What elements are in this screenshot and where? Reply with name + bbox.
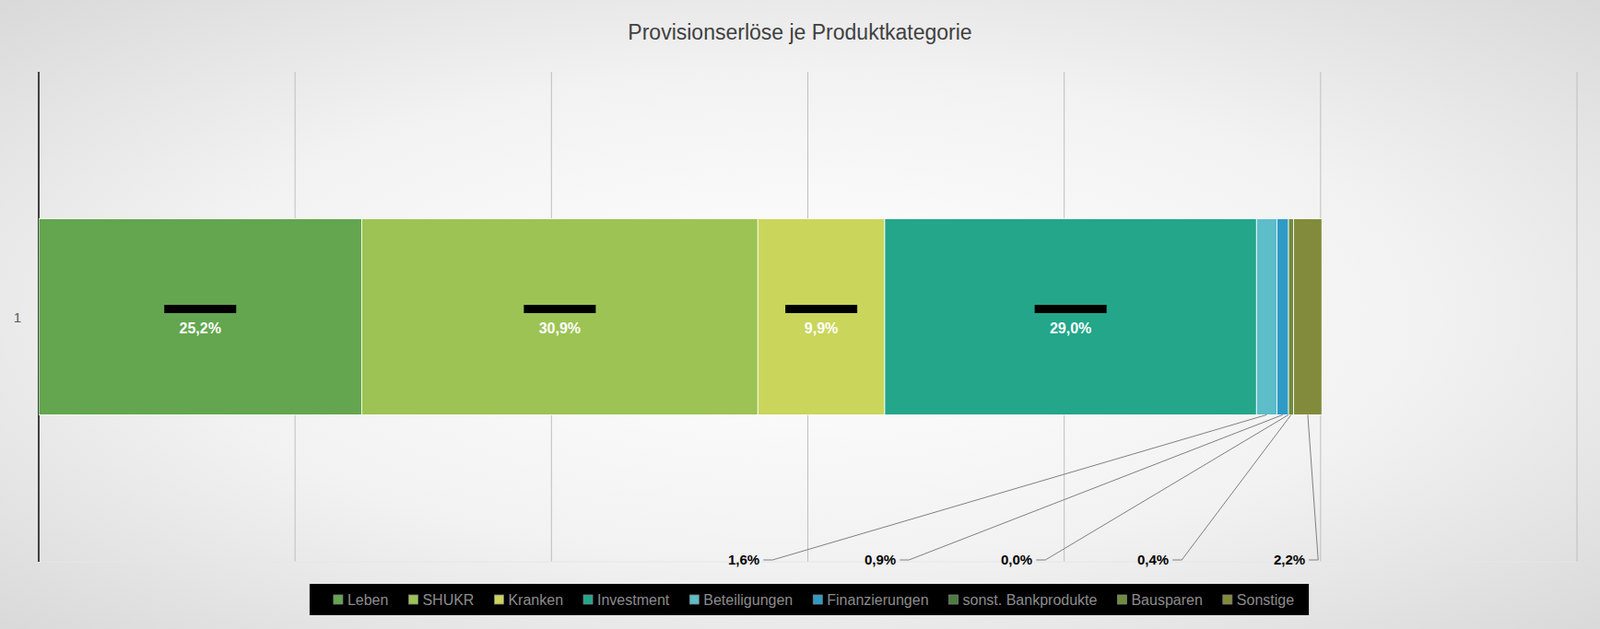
legend-label: SHUKR [422,592,474,609]
legend-label: Leben [347,592,389,609]
legend-label: Kranken [507,592,564,609]
bar-segment [884,219,1257,416]
bar-segment [361,219,758,416]
title: Provisionserlöse je Produktkategorie [627,20,972,45]
leader-line [1035,414,1289,561]
legend-swatch [583,595,593,605]
data-label: 30,9% [539,320,581,337]
redaction [164,305,236,314]
bar-segment [1277,219,1290,416]
data-label: 29,0% [1049,320,1092,337]
bar-segment [757,219,885,416]
legend-background [309,584,1309,616]
bar-segment [1256,219,1277,416]
x-axis-line [38,562,1577,564]
leader-line [763,414,1267,561]
data-label: 1,6% [728,552,760,568]
data-label: 0,4% [1137,552,1169,568]
leader-line [1307,414,1318,561]
bar-segment [38,219,362,416]
data-label: 0,0% [1000,552,1033,568]
data-label: 2,2% [1273,552,1306,568]
legend-swatch [1223,595,1233,605]
grid-line [1576,71,1578,563]
redaction [785,305,858,314]
legend-swatch [333,595,343,605]
legend-swatch [812,595,823,605]
legend-label: Beteiligungen [703,592,793,609]
labels: 25,2% 30,9% 9,9% 29,0% 1,6% 0,9% 0,0% 0,4% 2,2% [164,305,1318,568]
leader-line [1172,414,1292,561]
chart: Provisionserlöse je Produktkategorie 25,2… [0,0,1600,629]
data-label: 9,9% [804,320,838,337]
category-label: 1 [13,309,22,326]
data-label: 25,2% [179,320,222,337]
redaction [1035,305,1107,314]
bars [38,219,1322,416]
data-label: 0,9% [864,552,896,568]
legend: Leben SHUKR Kranken Investment Beteiligungen… [309,584,1309,616]
legend-label: Investment [597,592,671,609]
legend-swatch [1117,595,1127,605]
legend-label: Sonstige [1236,592,1295,609]
legend-swatch [494,595,504,605]
legend-swatch [949,595,959,605]
legend-label: sonst. Bankprodukte [963,592,1098,609]
bar-segment [1288,219,1295,416]
redaction [523,305,596,314]
bar-segment [1294,219,1323,416]
legend-swatch [408,595,418,605]
legend-label: Bausparen [1130,592,1202,609]
legend-label: Finanzierungen [826,592,929,609]
leader-line [899,414,1283,561]
legend-swatch [689,595,699,605]
